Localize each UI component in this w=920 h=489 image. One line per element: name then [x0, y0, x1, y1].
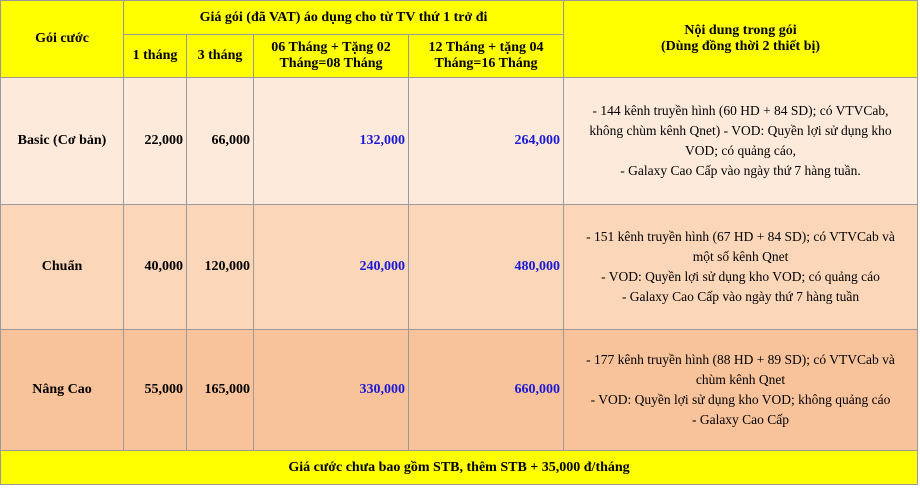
content-line: - 144 kênh truyền hình (60 HD + 84 SD); …	[592, 103, 889, 118]
price-6-month: 330,000	[253, 329, 409, 451]
header-1-month: 1 tháng	[123, 34, 187, 78]
content-line: VOD; có quảng cáo,	[685, 143, 796, 158]
header-12-month-line1: 12 Tháng + tặng 04	[428, 40, 544, 55]
header-6-month: 06 Tháng + Tặng 02 Tháng=08 Tháng	[253, 34, 409, 78]
header-6-month-line2: Tháng=08 Tháng	[279, 56, 383, 71]
price-1-month: 22,000	[123, 77, 187, 205]
content-line: chùm kênh Qnet	[695, 372, 786, 387]
price-12-month: 264,000	[407, 77, 565, 205]
price-1-month: 40,000	[123, 204, 187, 330]
price-12-month: 660,000	[407, 329, 565, 451]
price-3-month: 165,000	[186, 329, 254, 451]
content-line: - Galaxy Cao Cấp vào ngày thứ 7 hàng tuầ…	[621, 289, 860, 304]
header-content: Nội dung trong gói (Dùng đồng thời 2 thi…	[563, 0, 919, 78]
header-content-line1: Nội dung trong gói	[684, 23, 797, 38]
content-line: không chùm kênh Qnet) - VOD: Quyền lợi s…	[589, 123, 892, 138]
table-row: Basic (Cơ bản) 22,000 66,000 132,000 264…	[0, 77, 919, 205]
price-3-month: 120,000	[186, 204, 254, 330]
footer-note: Giá cước chưa bao gồm STB, thêm STB + 35…	[0, 450, 919, 485]
content-line: - 177 kênh truyền hình (88 HD + 89 SD); …	[586, 352, 895, 367]
package-content: - 177 kênh truyền hình (88 HD + 89 SD); …	[563, 329, 919, 451]
package-name: Basic (Cơ bản)	[0, 77, 124, 205]
package-content: - 151 kênh truyền hình (67 HD + 84 SD); …	[563, 204, 919, 330]
price-6-month: 132,000	[253, 77, 409, 205]
price-3-month: 66,000	[186, 77, 254, 205]
price-1-month: 55,000	[123, 329, 187, 451]
content-line: - Galaxy Cao Cấp vào ngày thứ 7 hàng tuầ…	[620, 163, 861, 178]
table-row: Chuẩn 40,000 120,000 240,000 480,000 - 1…	[0, 204, 919, 330]
package-content: - 144 kênh truyền hình (60 HD + 84 SD); …	[563, 77, 919, 205]
header-12-month: 12 Tháng + tặng 04 Tháng=16 Tháng	[407, 34, 565, 78]
price-6-month: 240,000	[253, 204, 409, 330]
table-row: Nâng Cao 55,000 165,000 330,000 660,000 …	[0, 329, 919, 451]
header-price-group: Giá gói (đã VAT) áo dụng cho từ TV thứ 1…	[122, 0, 565, 35]
header-content-line2: (Dùng đồng thời 2 thiết bị)	[660, 39, 821, 54]
content-line: một số kênh Qnet	[692, 249, 789, 264]
content-line: - VOD: Quyền lợi sử dụng kho VOD; có quả…	[601, 269, 880, 284]
header-goi-cuoc: Gói cước	[0, 0, 124, 78]
header-3-month: 3 tháng	[186, 34, 254, 78]
content-line: - VOD: Quyền lợi sử dụng kho VOD; không …	[590, 392, 891, 407]
content-line: - Galaxy Cao Cấp	[691, 412, 790, 427]
package-name: Chuẩn	[0, 204, 124, 330]
package-name: Nâng Cao	[0, 329, 124, 451]
header-6-month-line1: 06 Tháng + Tặng 02	[271, 40, 391, 55]
header-12-month-line2: Tháng=16 Tháng	[434, 56, 538, 71]
content-line: - 151 kênh truyền hình (67 HD + 84 SD); …	[586, 229, 895, 244]
price-12-month: 480,000	[407, 204, 565, 330]
